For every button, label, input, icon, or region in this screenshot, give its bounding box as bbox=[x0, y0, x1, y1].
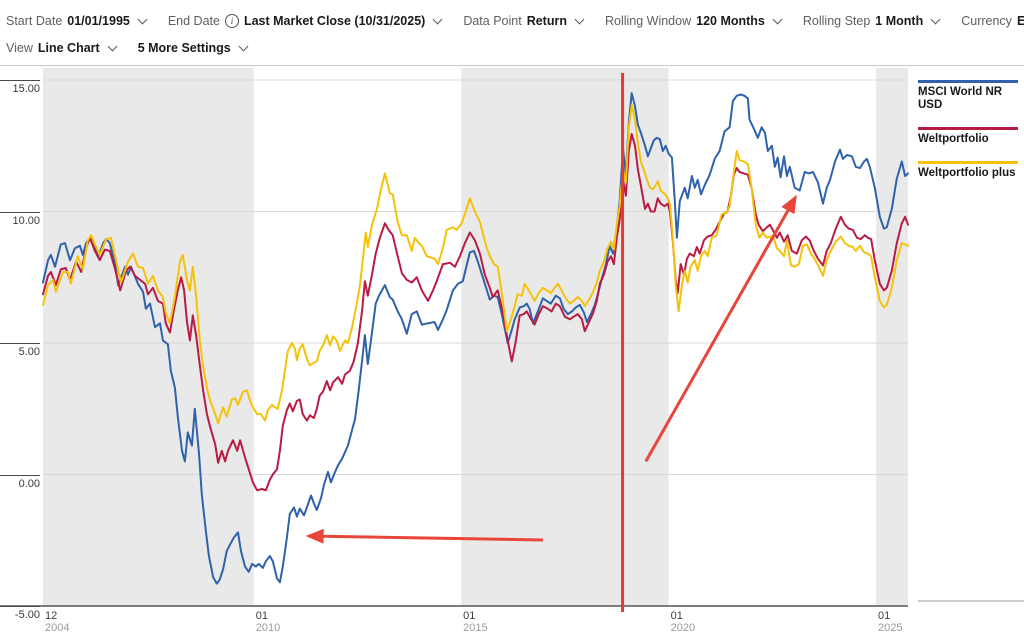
end-date-value: Last Market Close (10/31/2025) bbox=[243, 13, 426, 28]
x-tick-label: 12 2004 bbox=[45, 610, 70, 634]
annotation-arrow bbox=[644, 194, 797, 463]
toolbar-row-2: View Line Chart 5 More Settings bbox=[6, 34, 1024, 61]
rolling-return-chart[interactable]: 15.00 10.00 5.00 0.00 -5.00 12 2004 01 2010 01 20… bbox=[0, 66, 1024, 643]
chevron-down-icon bbox=[137, 14, 148, 24]
legend-item-weltportfolio-plus[interactable]: Weltportfolio plus bbox=[918, 161, 1018, 180]
end-date-control[interactable]: End Date i Last Market Close (10/31/2025… bbox=[167, 13, 443, 28]
start-date-value: 01/01/1995 bbox=[67, 13, 130, 28]
series-line-1[interactable] bbox=[42, 132, 909, 492]
info-icon[interactable]: i bbox=[224, 13, 239, 28]
rolling-step-value: 1 Month bbox=[875, 13, 924, 28]
x-tick-label: 01 2015 bbox=[463, 610, 488, 634]
y-tick-label: -5.00 bbox=[0, 606, 40, 621]
y-tick-label: 10.00 bbox=[0, 211, 40, 227]
x-tick-label: 01 2025 bbox=[878, 610, 903, 634]
end-date-label: End Date bbox=[167, 13, 220, 28]
background-band bbox=[876, 68, 908, 606]
x-tick-label: 01 2010 bbox=[255, 610, 281, 634]
background-band bbox=[43, 68, 254, 606]
chevron-down-icon bbox=[238, 41, 249, 51]
y-tick-label: 0.00 bbox=[0, 474, 40, 490]
start-date-label: Start Date bbox=[6, 13, 63, 28]
chevron-down-icon bbox=[107, 41, 118, 51]
rolling-step-control[interactable]: Rolling Step 1 Month bbox=[802, 13, 941, 28]
y-tick-label: 15.00 bbox=[0, 80, 40, 95]
rolling-window-control[interactable]: Rolling Window 120 Months bbox=[604, 13, 783, 28]
toolbar: Start Date 01/01/1995 End Date i Last Ma… bbox=[0, 0, 1024, 66]
more-settings-control[interactable]: 5 More Settings bbox=[137, 40, 249, 55]
view-control[interactable]: View Line Chart bbox=[6, 40, 118, 55]
start-date-control[interactable]: Start Date 01/01/1995 bbox=[6, 13, 148, 28]
rolling-window-label: Rolling Window bbox=[604, 13, 692, 28]
currency-value: Euro bbox=[1016, 13, 1024, 28]
view-value: Line Chart bbox=[37, 40, 100, 55]
data-point-label: Data Point bbox=[463, 13, 522, 28]
y-tick-label: 5.00 bbox=[0, 343, 40, 358]
currency-label: Currency bbox=[961, 13, 1012, 28]
chevron-down-icon bbox=[574, 14, 585, 24]
x-tick-label: 01 2020 bbox=[670, 610, 696, 634]
rolling-step-label: Rolling Step bbox=[802, 13, 871, 28]
legend-item-msci-world[interactable]: MSCI World NR USD bbox=[918, 80, 1018, 112]
more-settings-value: 5 More Settings bbox=[137, 40, 231, 55]
chevron-down-icon bbox=[432, 14, 443, 24]
legend-item-weltportfolio[interactable]: Weltportfolio bbox=[918, 127, 1018, 146]
chart-canvas[interactable] bbox=[0, 66, 1024, 643]
toolbar-row-1: Start Date 01/01/1995 End Date i Last Ma… bbox=[6, 7, 1024, 34]
data-point-control[interactable]: Data Point Return bbox=[463, 13, 585, 28]
view-label: View bbox=[6, 40, 33, 55]
currency-control[interactable]: Currency Euro bbox=[961, 14, 1024, 28]
background-band bbox=[461, 68, 669, 606]
series-line-0[interactable] bbox=[42, 92, 909, 585]
chevron-down-icon bbox=[772, 14, 783, 24]
annotation-arrow bbox=[305, 528, 543, 544]
chevron-down-icon bbox=[930, 14, 941, 24]
chart-legend: MSCI World NR USD Weltportfolio Weltport… bbox=[918, 80, 1018, 195]
series-line-2[interactable] bbox=[42, 104, 909, 425]
data-point-value: Return bbox=[526, 13, 567, 28]
rolling-window-value: 120 Months bbox=[696, 13, 765, 28]
